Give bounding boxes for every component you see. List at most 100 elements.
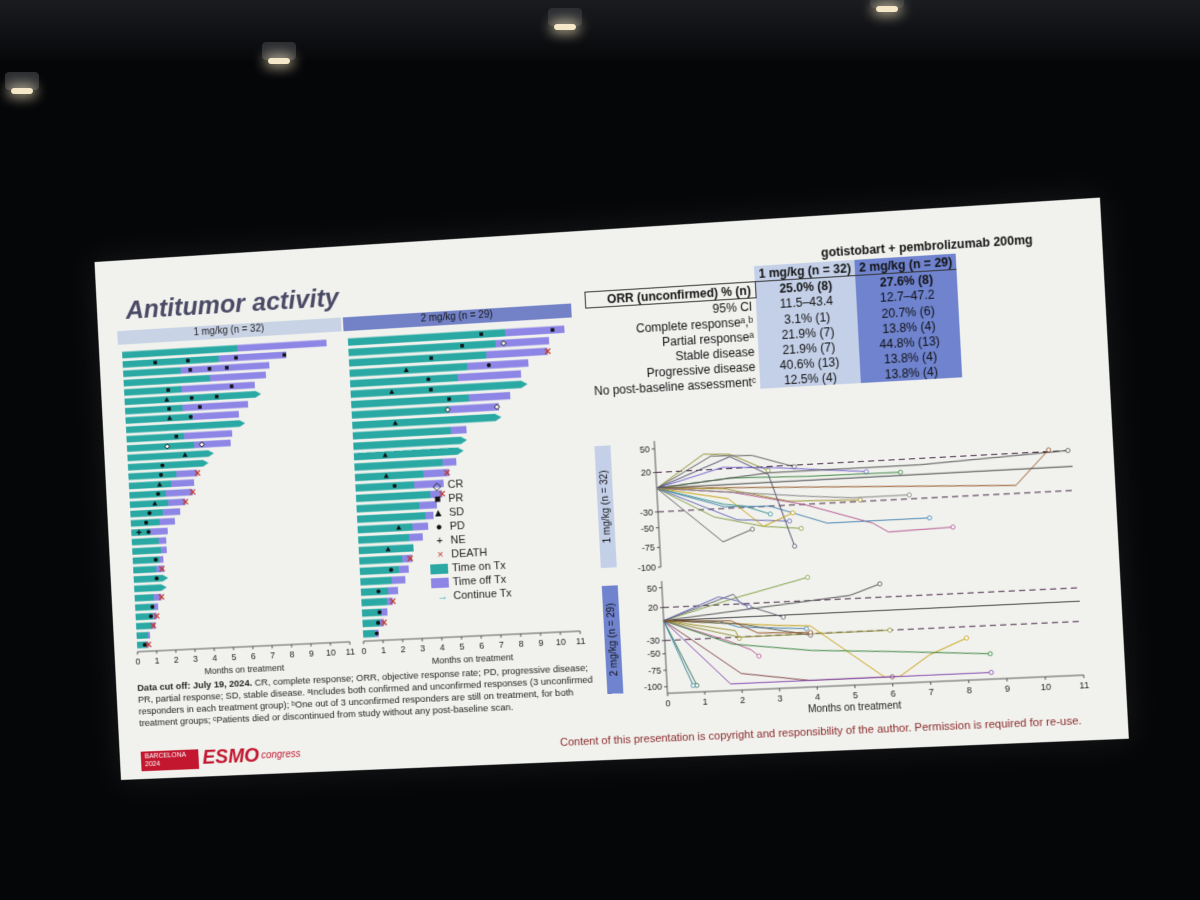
time-on-bar (134, 584, 161, 592)
time-on-bar (355, 481, 414, 491)
patient-endpoint (927, 516, 931, 520)
time-off-bar (180, 362, 269, 374)
x-tick-label: 6 (890, 688, 896, 698)
time-off-bar (218, 351, 286, 362)
time-on-bar (130, 499, 169, 508)
time-off-bar (210, 372, 266, 382)
response-marker-pr (234, 356, 238, 360)
stage-light (870, 0, 904, 8)
time-off-bar (412, 522, 428, 530)
patient-endpoint (964, 636, 968, 640)
y-tick-label: -30 (646, 636, 660, 647)
x-axis-label: Months on treatment (432, 652, 514, 666)
brand-name: ESMO (202, 745, 260, 770)
patient-endpoint (781, 615, 785, 619)
time-off-bar (161, 547, 167, 554)
legend-label: PD (450, 520, 466, 533)
patient-endpoint (768, 512, 772, 516)
x-tick-label: 8 (518, 639, 524, 649)
time-on-bar (125, 405, 183, 415)
x-tick-label: 1 (702, 697, 708, 707)
x-tick-label: 5 (459, 641, 465, 651)
time-on-bar (127, 450, 208, 461)
time-off-bar (486, 348, 548, 359)
time-off-bar (442, 458, 456, 466)
x-tick-label: 5 (853, 690, 859, 700)
time-on-bar (358, 523, 413, 533)
response-marker-pr (166, 388, 170, 392)
patient-endpoint (988, 652, 992, 656)
x-tick-label: 7 (270, 650, 275, 660)
time-off-bar (181, 382, 255, 393)
response-marker-pr (282, 353, 286, 357)
x-tick-label: 4 (440, 642, 445, 652)
time-on-bar (361, 598, 387, 607)
time-off-bar (154, 603, 158, 610)
x-tick-label: 10 (326, 647, 336, 657)
response-marker-pr (230, 384, 234, 388)
response-marker-pr (429, 356, 433, 360)
response-marker-pr (460, 344, 464, 348)
zero-line (657, 466, 1073, 488)
x-tick-label: 6 (251, 651, 256, 661)
patient-line (657, 473, 953, 544)
response-marker-pr (208, 367, 212, 371)
legend-swatch (431, 578, 449, 589)
time-on-bar (358, 534, 409, 544)
time-on-bar (354, 459, 442, 471)
time-off-bar (163, 508, 181, 515)
x-axis-label: Months on treatment (808, 700, 902, 715)
y-tick-label: 20 (648, 603, 659, 614)
stage-light (548, 8, 582, 26)
time-on-bar (136, 622, 152, 629)
time-on-bar (354, 447, 458, 460)
legend-label: SD (449, 506, 465, 519)
patient-line (655, 452, 795, 489)
x-tick-label: 9 (538, 638, 544, 648)
time-off-bar (423, 469, 449, 478)
x-tick-label: 3 (777, 693, 783, 703)
x-tick-label: 3 (193, 654, 198, 664)
time-off-bar (467, 359, 529, 370)
x-tick-label: 8 (289, 649, 294, 659)
time-off-bar (158, 537, 166, 544)
patient-endpoint (805, 575, 809, 579)
patient-endpoint (808, 630, 812, 634)
response-marker-pr (429, 388, 433, 392)
time-on-bar (135, 594, 154, 601)
swimmer-plot-1mg: 0 1 2 3 4 5 6 7 8 9 10 11Months on treatment (118, 333, 359, 681)
x-tick-label: 1 (154, 656, 159, 666)
time-on-bar (353, 427, 451, 440)
legend-symbol: ● (428, 521, 450, 534)
time-off-bar (388, 587, 398, 595)
patient-endpoint (1046, 448, 1050, 452)
time-on-bar (353, 437, 461, 450)
x-axis-label: Months on treatment (204, 663, 285, 677)
x-tick-label: 0 (361, 646, 366, 656)
response-marker-pr (198, 405, 202, 409)
time-on-bar (363, 630, 375, 638)
stage-light (5, 72, 39, 90)
time-off-bar (391, 576, 405, 584)
patient-endpoint (804, 627, 808, 631)
x-tick-label: 10 (1040, 682, 1051, 693)
time-on-bar (356, 502, 419, 513)
x-tick-label: 7 (499, 640, 505, 650)
x-tick-label: 9 (1005, 683, 1011, 694)
patient-endpoint (691, 683, 695, 687)
legend-symbol: ◇ (426, 479, 448, 493)
time-on-bar (356, 491, 431, 502)
brand-city: BARCELONA 2024 (141, 749, 200, 771)
y-tick-label: -75 (648, 665, 662, 676)
time-off-bar (237, 340, 326, 352)
patient-endpoint (864, 469, 868, 473)
spider-plot: 1 mg/kg (n = 32)5020-30-50-75-1002 mg/kg… (592, 416, 1096, 732)
time-off-bar (409, 533, 423, 541)
patient-endpoint (750, 527, 754, 531)
legend-symbol: → (432, 590, 454, 603)
continue-arrow (255, 391, 261, 398)
time-on-bar (355, 470, 424, 481)
x-tick-label: 0 (135, 656, 140, 666)
x-tick-label: 9 (309, 648, 314, 658)
y-tick-label: -50 (647, 649, 661, 660)
